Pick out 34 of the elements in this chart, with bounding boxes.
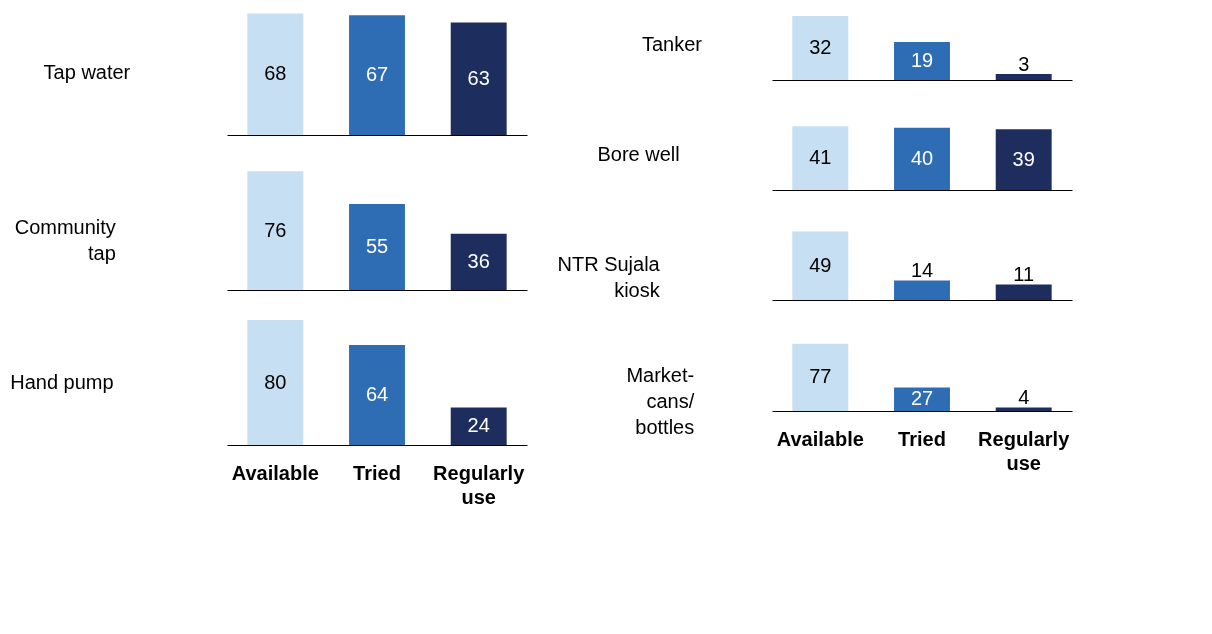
data-label: 41 <box>809 146 832 169</box>
data-label: 32 <box>809 36 832 58</box>
data-label: 14 <box>910 258 934 281</box>
data-label: 39 <box>1012 147 1035 170</box>
data-label: 24 <box>467 414 490 437</box>
text: NTR Sujala kiosk <box>557 253 661 301</box>
x-tick-label: Tried <box>353 461 401 484</box>
data-label: 27 <box>910 387 934 410</box>
text: Tanker <box>641 33 703 55</box>
data-label: 67 <box>365 63 389 86</box>
data-label: 11 <box>1013 263 1035 285</box>
data-label: 80 <box>264 370 287 393</box>
x-tick-label: Tried <box>898 427 946 450</box>
data-label: 63 <box>467 66 490 89</box>
data-label: 68 <box>264 62 287 85</box>
data-label: 55 <box>365 235 389 258</box>
text: Bore well <box>597 143 680 165</box>
x-tick-label: Regularly use <box>433 461 526 508</box>
data-label: 40 <box>910 146 934 169</box>
data-label: 36 <box>467 249 490 272</box>
text: Hand pump <box>10 370 114 393</box>
data-label: 49 <box>809 253 832 276</box>
data-label: 3 <box>1018 53 1030 76</box>
x-tick-label: Available <box>776 427 864 450</box>
x-tick-label: Regularly use <box>978 427 1071 474</box>
data-label: 19 <box>910 49 934 71</box>
text: Tap water <box>43 60 131 83</box>
x-tick-label: Available <box>231 461 319 484</box>
text: Market-cans/bottles <box>626 364 695 438</box>
data-label: 4 <box>1018 386 1030 409</box>
data-label: 77 <box>809 365 832 388</box>
text: Community tap <box>14 215 116 264</box>
data-label: 76 <box>264 218 287 241</box>
data-label: 64 <box>365 383 389 405</box>
